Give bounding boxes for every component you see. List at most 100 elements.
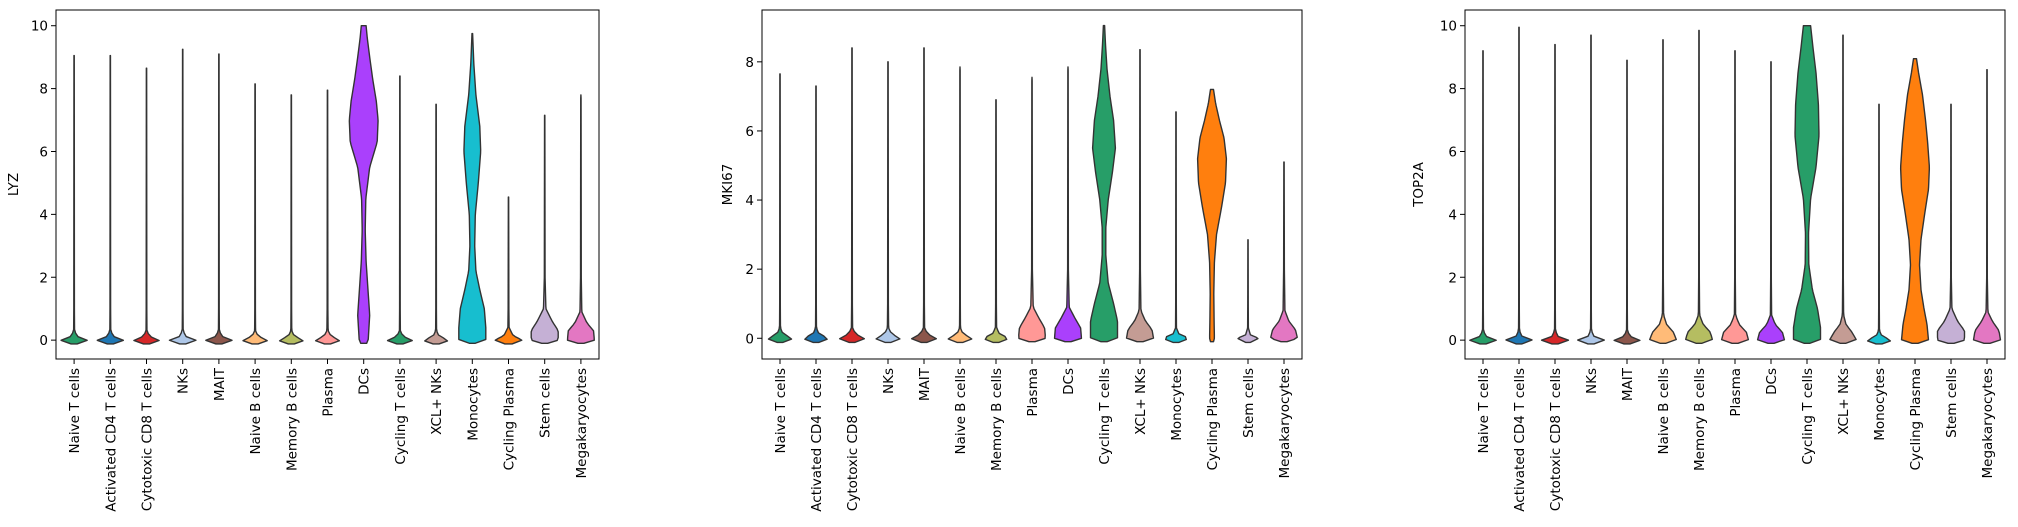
y-axis-label: MKI67 — [720, 164, 736, 206]
x-tick-label: Megakaryocytes — [1277, 368, 1293, 479]
x-tick-label: Cycling Plasma — [1205, 368, 1221, 470]
y-tick-label: 4 — [1448, 207, 1457, 223]
x-tick-label: Memory B cells — [1692, 368, 1708, 471]
violin-cytotoxic-cd8-t-cells — [133, 67, 160, 345]
y-tick-label: 2 — [745, 262, 754, 278]
violin-mait — [1613, 59, 1641, 345]
violin-stem-cells — [1936, 103, 1966, 344]
violin-mait — [910, 47, 938, 344]
y-tick-label: 0 — [39, 333, 48, 349]
violin-monocytes — [458, 32, 487, 344]
violin-dcs — [1756, 61, 1786, 344]
x-tick-label: Stem cells — [538, 368, 554, 438]
violin-dcs — [1053, 66, 1083, 343]
x-tick-label: Megakaryocytes — [574, 368, 590, 479]
violin-panel-mki67: 0 2 4 6 8 MKI67 Naive T cells Activated CD4 T c… — [720, 9, 1303, 512]
violin-naive-b-cells — [1649, 39, 1677, 344]
y-tick-label: 6 — [39, 144, 48, 160]
y-tick-label: 6 — [1448, 144, 1457, 160]
y-tick-label: 6 — [745, 124, 754, 140]
x-tick-label: Megakaryocytes — [1980, 368, 1996, 479]
x-tick-label: Cycling Plasma — [502, 368, 518, 470]
violin-nks — [875, 61, 901, 344]
x-tick-label: Activated CD4 T cells — [809, 368, 825, 512]
violin-cycling-plasma — [494, 196, 523, 345]
y-axis-label: TOP2A — [1411, 161, 1427, 208]
x-tick-label: Naive B cells — [1656, 368, 1672, 455]
x-tick-label: Monocytes — [1872, 368, 1888, 441]
x-tick-label: Cycling T cells — [393, 368, 409, 465]
violin-naive-b-cells — [947, 66, 973, 344]
violin-naive-b-cells — [242, 83, 268, 345]
x-tick-label: Monocytes — [1169, 368, 1185, 441]
violin-activated-cd4-t-cells — [804, 85, 828, 344]
x-tick-label: Memory B cells — [284, 368, 300, 471]
violin-xcl-nks — [1829, 34, 1857, 344]
violin-activated-cd4-t-cells — [1505, 26, 1533, 345]
x-tick-label: Plasma — [321, 368, 337, 417]
x-tick-label: DCs — [1061, 368, 1077, 395]
x-tick-label: Cycling Plasma — [1908, 368, 1924, 470]
x-tick-label: MAIT — [917, 367, 933, 401]
x-tick-label: NKs — [1584, 368, 1600, 394]
x-tick-label: XCL+ NKs — [1836, 368, 1852, 435]
violin-monocytes — [1866, 103, 1892, 345]
x-tick-label: Activated CD4 T cells — [1512, 368, 1528, 512]
violin-plasma — [314, 89, 341, 345]
y-tick-label: 2 — [39, 270, 48, 286]
violin-cytotoxic-cd8-t-cells — [1540, 43, 1570, 345]
y-tick-label: 8 — [745, 55, 754, 71]
x-tick-label: Monocytes — [465, 368, 481, 441]
violin-cycling-plasma — [1196, 88, 1228, 343]
violin-megakaryocytes — [1972, 69, 2002, 344]
violin-naive-t-cells — [1469, 50, 1497, 345]
violin-megakaryocytes — [1270, 161, 1298, 343]
violin-plasma — [1720, 50, 1750, 344]
x-tick-label: Cycling T cells — [1097, 368, 1113, 465]
x-tick-label: XCL+ NKs — [1133, 368, 1149, 435]
violin-cytotoxic-cd8-t-cells — [838, 47, 866, 344]
x-tick-label: Plasma — [1728, 368, 1744, 417]
x-tick-label: Naive B cells — [953, 368, 969, 455]
violin-cycling-plasma — [1899, 58, 1931, 344]
x-tick-label: Stem cells — [1944, 368, 1960, 438]
x-tick-label: Cytotoxic CD8 T cells — [140, 368, 156, 511]
x-tick-label: Cytotoxic CD8 T cells — [845, 368, 861, 511]
violin-panel-lyz: 0 2 4 6 8 10 LYZ Naive T cells Activated CD4 T c… — [6, 9, 600, 512]
y-tick-label: 10 — [1440, 19, 1457, 35]
violin-xcl-nks — [424, 103, 449, 345]
violin-xcl-nks — [1125, 49, 1155, 343]
x-tick-label: NKs — [881, 368, 897, 394]
x-tick-label: XCL+ NKs — [429, 368, 445, 435]
violin-mait — [205, 53, 233, 345]
violin-cycling-t-cells — [1089, 24, 1119, 343]
violin-megakaryocytes — [566, 94, 595, 344]
y-tick-label: 4 — [745, 193, 754, 209]
x-tick-label: Naive T cells — [773, 368, 789, 454]
violin-stem-cells — [1237, 239, 1259, 344]
violin-panel-top2a: 0 2 4 6 8 10 TOP2A Naive T cells Activated CD4 T… — [1411, 9, 2006, 512]
violin-memory-b-cells — [278, 94, 304, 345]
x-tick-label: Naive T cells — [1476, 368, 1492, 454]
x-tick-label: Stem cells — [1241, 368, 1257, 438]
x-tick-label: Cycling T cells — [1800, 368, 1816, 465]
violin-dcs — [348, 25, 379, 344]
y-tick-label: 2 — [1448, 270, 1457, 286]
x-tick-label: Memory B cells — [989, 368, 1005, 471]
y-tick-label: 10 — [31, 19, 48, 35]
violin-cycling-t-cells — [386, 75, 413, 345]
x-tick-label: MAIT — [212, 367, 228, 401]
violin-memory-b-cells — [1685, 29, 1713, 344]
violin-activated-cd4-t-cells — [96, 54, 125, 345]
violin-stem-cells — [530, 114, 559, 344]
violin-cycling-t-cells — [1792, 25, 1822, 344]
y-axis-label: LYZ — [6, 173, 22, 196]
violin-memory-b-cells — [984, 99, 1008, 344]
x-tick-label: Naive T cells — [67, 368, 83, 454]
y-tick-label: 8 — [1448, 82, 1457, 98]
y-tick-label: 0 — [745, 331, 754, 347]
violin-naive-t-cells — [60, 54, 88, 345]
y-tick-label: 8 — [39, 82, 48, 98]
x-tick-label: Naive B cells — [248, 368, 264, 455]
